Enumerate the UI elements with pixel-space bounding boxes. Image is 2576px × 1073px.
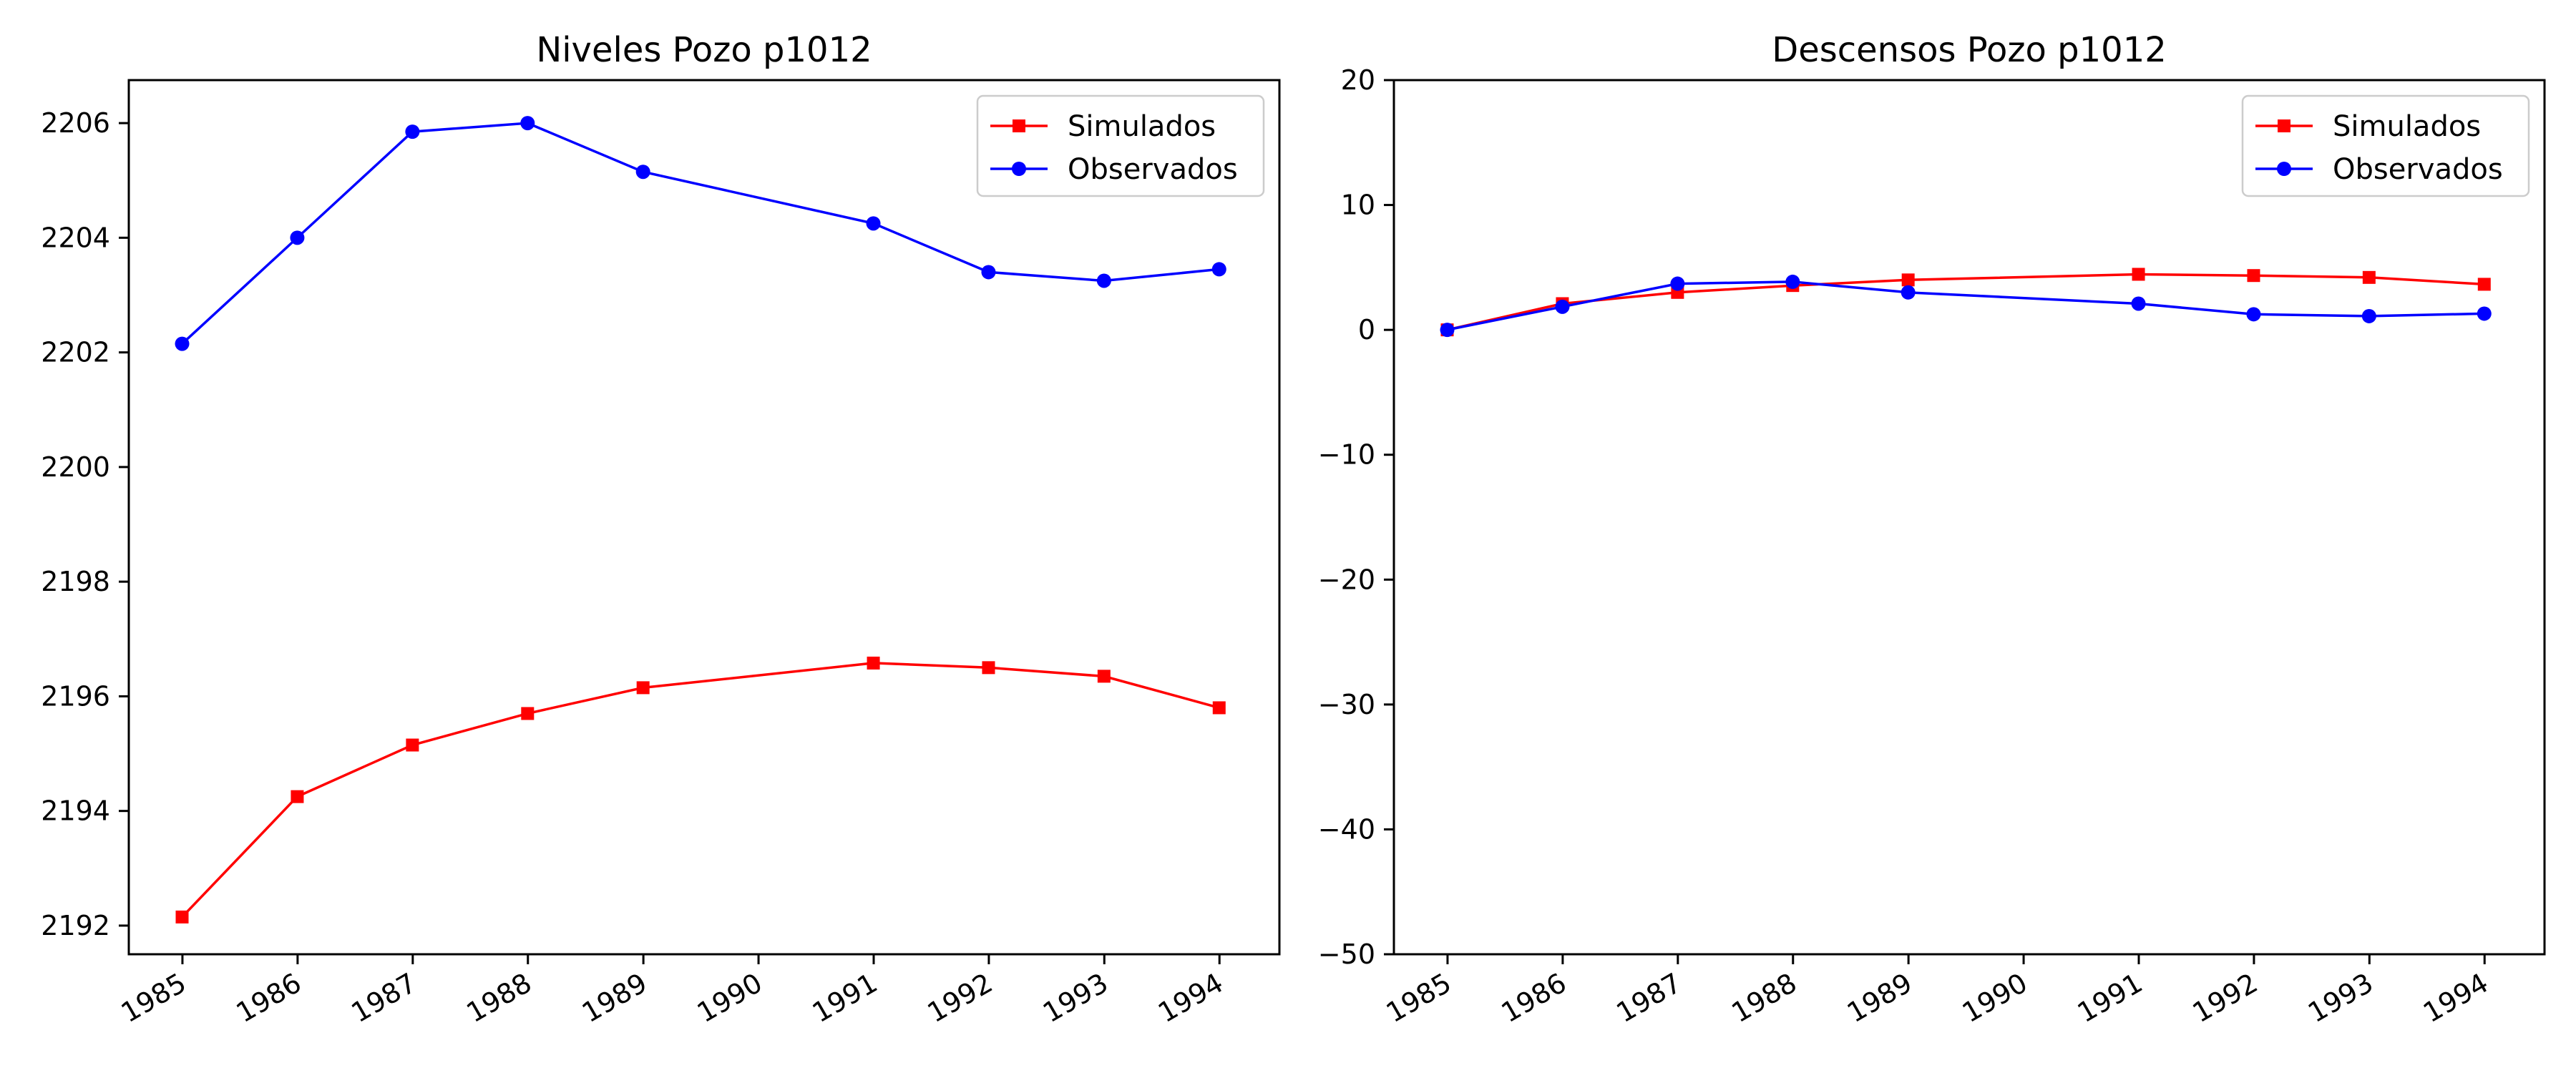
y-tick-label: 2206 <box>41 107 110 139</box>
y-tick-label: −20 <box>1318 564 1375 595</box>
data-point-circle <box>1901 285 1916 300</box>
data-point-square <box>1097 670 1111 683</box>
y-tick-label: −40 <box>1318 813 1375 845</box>
data-point-square <box>2477 278 2491 291</box>
data-point-circle <box>2246 307 2261 322</box>
series-simulados <box>175 656 1226 923</box>
data-point-square <box>521 707 535 720</box>
y-tick-label: −30 <box>1318 689 1375 720</box>
y-tick-label: 2192 <box>41 910 110 941</box>
data-point-circle <box>520 116 535 131</box>
data-point-circle <box>175 336 190 351</box>
data-point-circle <box>1555 299 1570 314</box>
data-point-circle <box>1785 274 1800 289</box>
legend-marker-circle <box>2277 162 2291 176</box>
data-point-square <box>406 738 419 752</box>
chart-title: Niveles Pozo p1012 <box>536 30 872 70</box>
y-tick-label: −10 <box>1318 439 1375 471</box>
data-point-circle <box>981 265 996 280</box>
data-point-square <box>982 661 995 675</box>
legend-label-observados: Observados <box>1068 153 1238 186</box>
data-point-circle <box>635 165 650 180</box>
legend-marker-square <box>1013 119 1025 132</box>
data-point-square <box>2132 268 2145 281</box>
data-point-square <box>291 790 304 803</box>
axes-frame <box>127 79 1281 956</box>
axes-frame <box>1392 79 2546 956</box>
y-tick-label: 2200 <box>41 451 110 483</box>
y-tick-label: 2202 <box>41 337 110 368</box>
y-tick-label: 20 <box>1341 64 1375 96</box>
y-tick-label: 2198 <box>41 566 110 597</box>
data-point-square <box>636 681 650 695</box>
data-point-circle <box>405 124 420 139</box>
legend-marker-circle <box>1012 162 1026 176</box>
legend-box <box>976 94 1265 197</box>
data-point-circle <box>2131 296 2146 311</box>
y-tick-label: 0 <box>1358 314 1375 346</box>
y-tick-label: 2196 <box>41 680 110 712</box>
legend-label-simulados: Simulados <box>2333 110 2481 143</box>
legend-label-observados: Observados <box>2333 153 2503 186</box>
data-point-circle <box>2361 308 2376 323</box>
data-point-circle <box>1670 276 1685 291</box>
legend-box <box>2241 94 2530 197</box>
data-point-square <box>1212 701 1226 715</box>
data-point-circle <box>290 230 305 245</box>
legend-label-simulados: Simulados <box>1068 110 1216 143</box>
data-point-square <box>867 656 880 670</box>
data-point-circle <box>866 216 881 231</box>
data-point-square <box>1901 273 1915 287</box>
y-tick-label: 10 <box>1341 190 1375 221</box>
data-point-square <box>2247 269 2260 283</box>
legend-marker-square <box>2278 119 2290 132</box>
legend: Simulados Observados <box>2241 94 2530 197</box>
data-point-square <box>2362 270 2376 284</box>
legend: Simulados Observados <box>976 94 1265 197</box>
data-point-square <box>175 910 189 923</box>
y-tick-label: −50 <box>1318 939 1375 970</box>
series-observados <box>1440 274 2492 338</box>
y-tick-label: 2194 <box>41 795 110 827</box>
data-point-circle <box>1211 262 1226 277</box>
data-point-circle <box>2477 306 2492 321</box>
chart-title: Descensos Pozo p1012 <box>1772 30 2167 70</box>
data-point-circle <box>1096 273 1111 288</box>
data-point-circle <box>1440 323 1455 338</box>
series-observados <box>175 116 1226 351</box>
y-tick-label: 2204 <box>41 222 110 253</box>
